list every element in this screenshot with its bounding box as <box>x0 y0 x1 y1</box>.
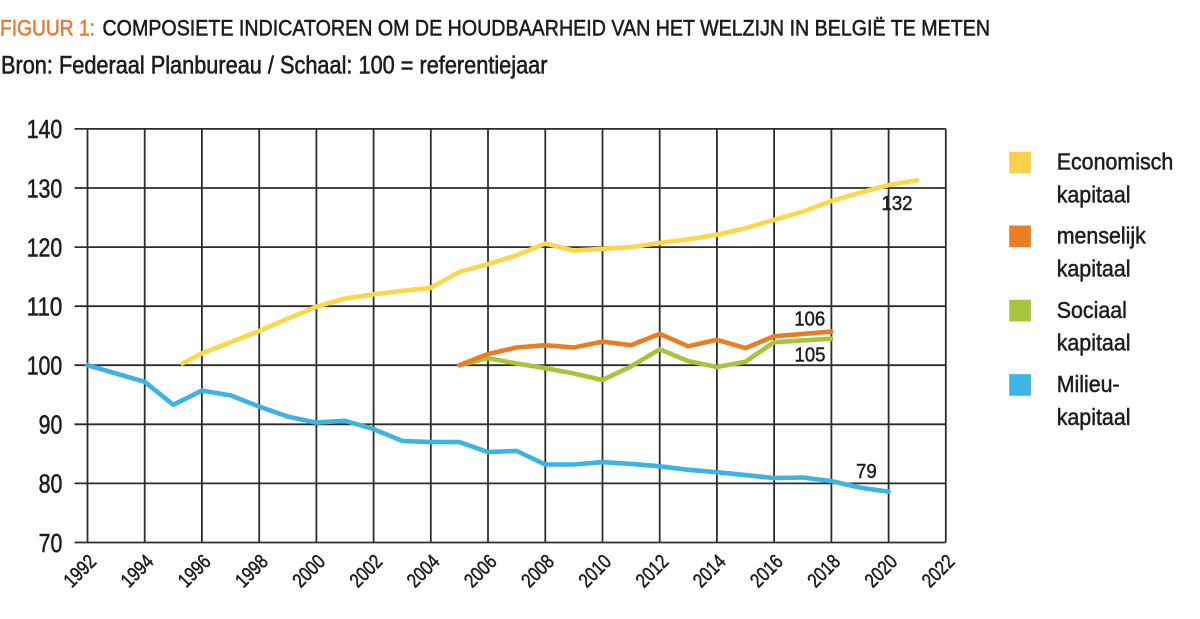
svg-text:Bron: Federaal Planbureau / Sc: Bron: Federaal Planbureau / Schaal: 100 … <box>1 52 548 80</box>
svg-text:2014: 2014 <box>689 551 730 592</box>
svg-text:1994: 1994 <box>117 551 158 592</box>
svg-text:130: 130 <box>27 173 63 203</box>
svg-text:1996: 1996 <box>174 551 215 592</box>
svg-text:100: 100 <box>27 351 63 381</box>
svg-text:2010: 2010 <box>575 551 616 592</box>
svg-text:80: 80 <box>39 469 63 499</box>
svg-text:Sociaal: Sociaal <box>1057 297 1127 323</box>
svg-text:2004: 2004 <box>403 551 444 592</box>
svg-text:2016: 2016 <box>746 551 787 592</box>
svg-text:2020: 2020 <box>861 551 902 592</box>
svg-text:2002: 2002 <box>346 551 387 592</box>
svg-text:110: 110 <box>27 292 63 322</box>
svg-text:132: 132 <box>882 193 913 215</box>
svg-text:79: 79 <box>856 461 877 483</box>
svg-text:menselijk: menselijk <box>1057 223 1147 249</box>
svg-text:90: 90 <box>39 410 63 440</box>
svg-text:106: 106 <box>794 308 825 330</box>
svg-text:140: 140 <box>27 114 63 144</box>
svg-text:FIGUUR 1:: FIGUUR 1: <box>0 16 95 41</box>
svg-text:kapitaal: kapitaal <box>1057 182 1131 208</box>
svg-text:2012: 2012 <box>632 551 673 592</box>
svg-text:70: 70 <box>39 528 63 558</box>
svg-text:kapitaal: kapitaal <box>1057 255 1131 281</box>
svg-text:105: 105 <box>795 345 826 367</box>
svg-text:COMPOSIETE INDICATOREN OM DE H: COMPOSIETE INDICATOREN OM DE HOUDBAARHEI… <box>103 16 991 41</box>
svg-text:2022: 2022 <box>918 551 959 592</box>
svg-text:kapitaal: kapitaal <box>1057 330 1131 356</box>
svg-text:1998: 1998 <box>231 551 272 592</box>
svg-text:120: 120 <box>27 232 63 262</box>
svg-text:kapitaal: kapitaal <box>1057 404 1131 430</box>
svg-text:1992: 1992 <box>60 551 101 592</box>
svg-text:2018: 2018 <box>804 551 845 592</box>
svg-text:2000: 2000 <box>289 551 330 592</box>
svg-text:2008: 2008 <box>517 551 558 592</box>
svg-text:Economisch: Economisch <box>1057 149 1174 175</box>
svg-text:Milieu-: Milieu- <box>1057 371 1120 397</box>
svg-text:2006: 2006 <box>460 551 501 592</box>
